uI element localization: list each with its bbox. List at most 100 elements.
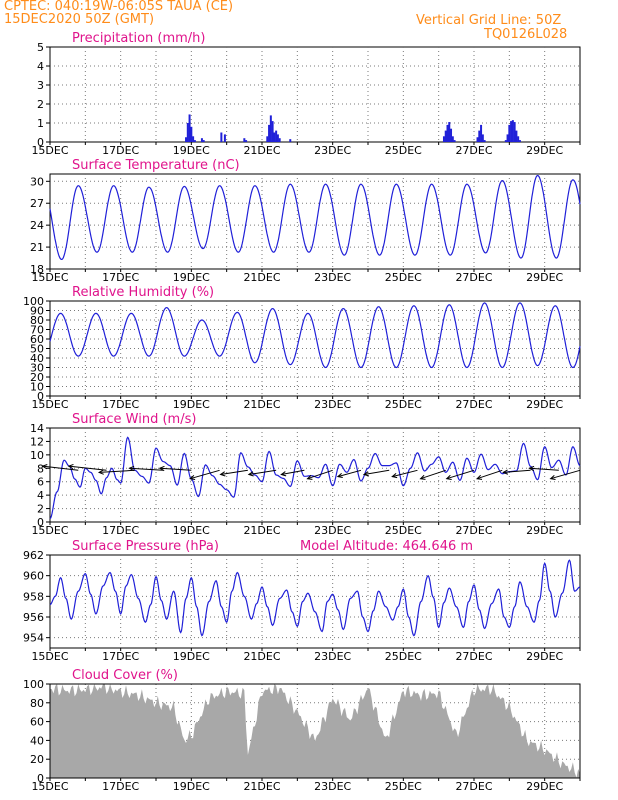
x-tick-label: 27DEC <box>455 780 492 793</box>
precip-bar <box>245 140 248 142</box>
x-tick-label: 15DEC <box>31 271 68 284</box>
series-line <box>49 559 581 637</box>
wind-arrow-head <box>362 471 369 477</box>
x-tick-label: 27DEC <box>455 271 492 284</box>
precip-bar <box>444 130 447 142</box>
wind-arrow-head <box>280 471 287 477</box>
plot-frame <box>49 427 581 523</box>
y-tick-label: 8 <box>37 462 44 475</box>
y-tick-label: 960 <box>23 570 44 583</box>
precip-bar <box>271 121 274 142</box>
precip-bar <box>446 124 449 142</box>
wind-arrow <box>42 465 79 471</box>
x-tick-label: 23DEC <box>314 780 351 793</box>
y-tick-label: 21 <box>30 241 44 254</box>
wind-arrow <box>68 465 107 471</box>
x-tick-label: 21DEC <box>243 650 280 663</box>
precip-bar <box>506 134 509 142</box>
y-tick-label: 20 <box>30 753 44 766</box>
x-tick-label: 21DEC <box>243 398 280 411</box>
precip-bar <box>508 124 511 142</box>
x-tick-label: 25DEC <box>385 271 422 284</box>
y-tick-label: 2 <box>37 503 44 516</box>
precip-bar <box>481 134 484 142</box>
panel-5: 954 956 958 960 962 15DEC 17DEC 19DEC 21DEC 23DEC… <box>23 539 581 663</box>
x-tick-label: 25DEC <box>385 398 422 411</box>
panel-title: Relative Humidity (%) <box>72 285 214 300</box>
panel-title: Cloud Cover (%) <box>72 668 178 683</box>
y-tick-label: 10 <box>30 449 44 462</box>
plot-frame <box>49 46 581 143</box>
wind-arrow <box>476 469 503 480</box>
y-tick-label: 954 <box>23 632 44 645</box>
x-tick-label: 29DEC <box>526 271 563 284</box>
precip-bar <box>193 140 196 142</box>
x-tick-label: 17DEC <box>102 650 139 663</box>
precip-bar <box>483 140 486 142</box>
panel-2: 18 21 24 27 30 15DEC 17DEC 19DEC 21DEC 23DEC 25DEC… <box>30 158 581 284</box>
x-tick-label: 21DEC <box>243 144 280 157</box>
wind-arrow <box>392 469 418 478</box>
y-tick-label: 5 <box>37 41 44 54</box>
x-tick-label: 29DEC <box>526 398 563 411</box>
x-tick-label: 21DEC <box>243 271 280 284</box>
wind-arrow <box>420 469 446 480</box>
y-tick-label: 956 <box>23 611 44 624</box>
precip-bar <box>448 122 451 142</box>
panel-title: Surface Pressure (hPa) <box>72 539 219 554</box>
precip-bar <box>478 130 481 142</box>
x-tick-label: 15DEC <box>31 780 68 793</box>
x-tick-label: 19DEC <box>173 524 210 537</box>
precip-bar <box>186 123 189 142</box>
wind-arrow-head <box>189 474 196 481</box>
precip-bar <box>480 124 483 142</box>
y-tick-label: 958 <box>23 590 44 603</box>
x-tick-label: 29DEC <box>526 524 563 537</box>
y-tick-label: 60 <box>30 716 44 729</box>
wind-arrow <box>281 469 305 475</box>
precip-bar <box>518 140 521 142</box>
y-tick-label: 40 <box>30 352 44 365</box>
x-tick-label: 27DEC <box>455 144 492 157</box>
x-tick-label: 29DEC <box>526 144 563 157</box>
precip-bar <box>188 114 191 142</box>
y-tick-label: 70 <box>30 324 44 337</box>
y-tick-label: 80 <box>30 314 44 327</box>
y-tick-label: 4 <box>37 489 44 502</box>
wind-arrow <box>550 469 581 480</box>
x-tick-label: 21DEC <box>243 524 280 537</box>
wind-arrow-head <box>128 465 135 472</box>
panel-title: Surface Temperature (nC) <box>72 158 240 173</box>
grid-line-note: Vertical Grid Line: 50Z <box>416 13 562 28</box>
wind-arrow-head <box>219 471 226 477</box>
y-tick-label: 27 <box>30 197 44 210</box>
precip-bar <box>185 137 188 142</box>
y-tick-label: 4 <box>37 60 44 73</box>
wind-arrow <box>503 469 531 473</box>
y-tick-label: 60 <box>30 333 44 346</box>
precip-bar <box>192 136 195 142</box>
wind-arrow-head <box>67 463 74 470</box>
x-tick-label: 19DEC <box>173 144 210 157</box>
y-tick-label: 80 <box>30 697 44 710</box>
precip-bar <box>273 132 276 142</box>
x-tick-label: 21DEC <box>243 780 280 793</box>
precip-bar <box>504 140 507 142</box>
x-tick-label: 23DEC <box>314 524 351 537</box>
y-tick-label: 0 <box>37 390 44 403</box>
x-tick-label: 17DEC <box>102 398 139 411</box>
x-tick-label: 19DEC <box>173 271 210 284</box>
wind-arrow-head <box>247 471 254 477</box>
wind-arrow-head <box>336 472 343 479</box>
plot-frame <box>49 554 581 649</box>
x-tick-label: 17DEC <box>102 780 139 793</box>
x-tick-label: 23DEC <box>314 650 351 663</box>
y-tick-label: 962 <box>23 549 44 562</box>
wind-arrow <box>248 469 277 475</box>
precip-bar <box>450 128 453 142</box>
wind-arrow <box>129 467 164 471</box>
precip-bar <box>517 136 520 142</box>
x-tick-label: 27DEC <box>455 524 492 537</box>
